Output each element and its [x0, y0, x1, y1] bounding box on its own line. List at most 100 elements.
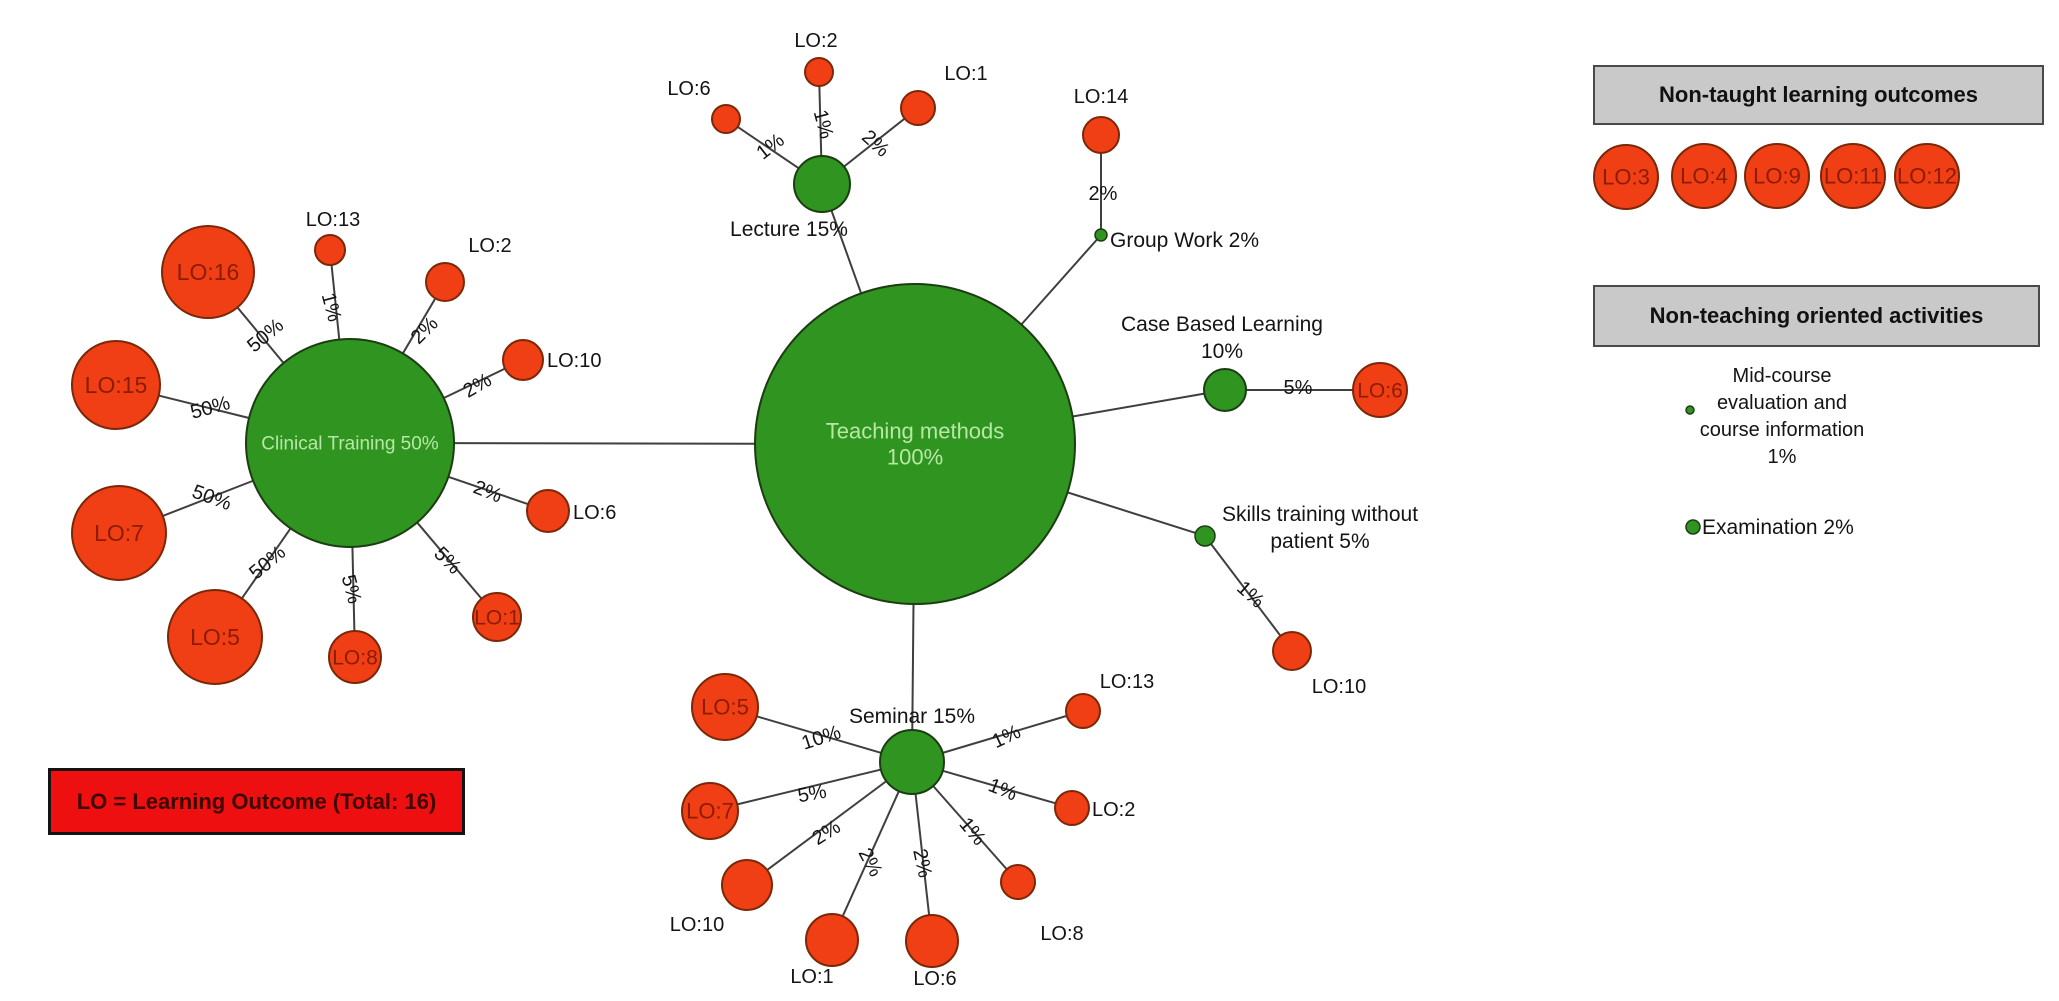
edge-lecture-l2: [818, 85, 823, 157]
node-label-c16: LO:16: [177, 259, 240, 285]
edge-clinical-c8: [351, 546, 356, 632]
node-label-c5: LO:5: [190, 624, 240, 650]
node-s13: [1065, 693, 1101, 729]
node-l2: [804, 57, 834, 87]
edge-seminar-s10: [766, 780, 887, 871]
node-c7: [71, 485, 167, 581]
label-23-examination-2-: Examination 2%: [1702, 516, 1854, 539]
node-label-n4: LO:4: [1680, 164, 1728, 189]
node-c2: [425, 262, 465, 302]
label-17-lo-1: LO:1: [790, 966, 833, 988]
edge-clinical-c13: [330, 264, 341, 340]
edge-label-clinical-c8: 5%: [337, 572, 366, 606]
node-n12: [1894, 143, 1960, 209]
lo-definition-box: LO = Learning Outcome (Total: 16): [48, 768, 465, 835]
node-label-cb6: LO:6: [1357, 379, 1403, 402]
edge-seminar-s7: [736, 768, 882, 806]
node-s2: [1054, 790, 1090, 826]
non-teaching-activities-title: Non-teaching oriented activities: [1649, 303, 1984, 328]
node-casebased: [1203, 368, 1247, 412]
edge-label-seminar-s2: 1%: [985, 774, 1020, 805]
node-label-c15: LO:15: [85, 372, 148, 398]
label-9-group-work-2-: Group Work 2%: [1110, 229, 1259, 252]
node-n3: [1593, 144, 1659, 210]
node-exam: [1685, 519, 1701, 535]
lo-definition-text: LO = Learning Outcome (Total: 16): [76, 788, 437, 814]
edge-label-seminar-s10: 2%: [808, 816, 844, 850]
edge-label-lecture-l2: 1%: [809, 107, 838, 141]
node-c1: [472, 592, 522, 642]
node-label-c1: LO:1: [474, 606, 520, 629]
edge-lecture-l1: [843, 117, 906, 168]
edge-clinical-c7: [162, 479, 254, 517]
node-c10: [502, 339, 544, 381]
node-seminar: [879, 729, 945, 795]
label-1-lo-2: LO:2: [468, 235, 511, 257]
label-7-lecture-15-: Lecture 15%: [730, 218, 848, 241]
edge-label-groupwork-l14: 2%: [1089, 183, 1118, 205]
edge-label-seminar-s13: 1%: [989, 721, 1025, 753]
edge-teaching-clinical: [453, 442, 756, 445]
edge-label-clinical-c10: 2%: [459, 369, 495, 403]
node-c16: [161, 225, 255, 319]
label-15-seminar-15-: Seminar 15%: [849, 705, 975, 728]
edge-label-seminar-s6: 2%: [908, 847, 936, 880]
label-4-lo-6: LO:6: [667, 78, 710, 100]
label-11-10-: 10%: [1201, 340, 1243, 363]
edge-label-skills-sk10: 1%: [1232, 577, 1268, 613]
label-8-lo-14: LO:14: [1074, 86, 1128, 108]
non-taught-outcomes-title: Non-taught learning outcomes: [1659, 82, 1978, 107]
label-13-patient-5-: patient 5%: [1270, 530, 1369, 553]
node-s6: [905, 914, 959, 968]
node-midcourse: [1685, 405, 1695, 415]
node-skills: [1194, 525, 1216, 547]
node-l6: [711, 104, 741, 134]
node-label-s5: LO:5: [701, 695, 749, 720]
non-taught-outcomes-header: Non-taught learning outcomes: [1593, 65, 2044, 125]
node-teaching: [754, 283, 1076, 605]
node-label-c8: LO:8: [332, 646, 378, 669]
node-n4: [1671, 143, 1737, 209]
node-sk10: [1272, 631, 1312, 671]
node-label-teaching: Teaching methods 100%: [826, 419, 1005, 470]
node-s10: [721, 859, 773, 911]
label-20-lo-2: LO:2: [1092, 799, 1135, 821]
edge-label-casebased-cb6: 5%: [1284, 377, 1313, 399]
edge-label-clinical-c5: 50%: [245, 541, 290, 584]
node-label-n3: LO:3: [1602, 165, 1650, 190]
label-21-lo-13: LO:13: [1100, 671, 1154, 693]
node-clinical: [245, 338, 455, 548]
edge-seminar-s1: [841, 790, 900, 917]
node-c5: [167, 589, 263, 685]
node-c6: [526, 489, 570, 533]
edge-label-seminar-s5: 10%: [799, 721, 844, 754]
edge-seminar-s6: [914, 793, 931, 916]
edge-seminar-s2: [942, 769, 1056, 805]
node-c13: [314, 234, 346, 266]
edge-label-seminar-s7: 5%: [796, 781, 829, 808]
node-s8: [1000, 864, 1036, 900]
edge-seminar-s13: [942, 714, 1067, 754]
node-s7: [681, 782, 739, 840]
edge-teaching-lecture: [830, 210, 863, 294]
node-s1: [805, 913, 859, 967]
edge-teaching-skills: [1067, 491, 1196, 534]
edge-clinical-c16: [236, 306, 285, 364]
node-lecture: [793, 155, 851, 213]
edge-label-clinical-c13: 1%: [317, 290, 346, 324]
edge-lecture-l6: [737, 126, 800, 170]
node-label-c7: LO:7: [94, 520, 144, 546]
label-5-lo-2: LO:2: [794, 30, 837, 52]
edge-label-clinical-c16: 50%: [243, 314, 288, 357]
edge-clinical-c5: [241, 527, 292, 599]
node-groupwork: [1094, 228, 1108, 242]
label-16-lo-10: LO:10: [670, 914, 724, 936]
node-label-s7: LO:7: [686, 799, 734, 824]
node-cb6: [1352, 362, 1408, 418]
node-label-n11: LO:11: [1824, 164, 1882, 189]
label-19-lo-8: LO:8: [1040, 923, 1083, 945]
label-14-lo-10: LO:10: [1312, 676, 1366, 698]
label-12-skills-training-without: Skills training without: [1222, 503, 1418, 526]
